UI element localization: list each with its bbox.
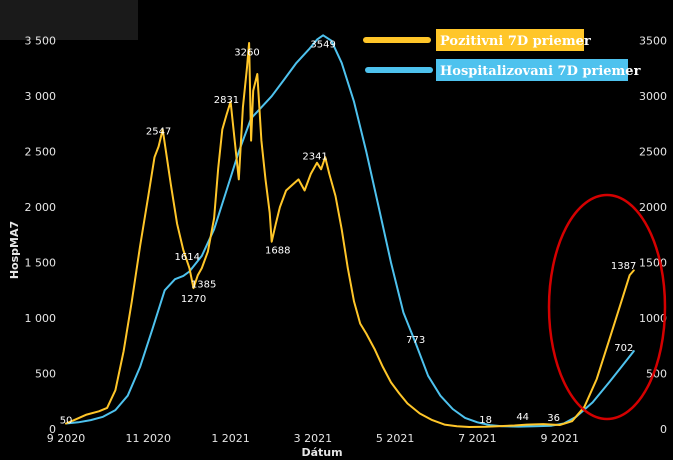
x-tick-label: 3 2021 xyxy=(294,432,333,445)
data-label: 2831 xyxy=(214,95,239,106)
x-axis-title: Dátum xyxy=(301,446,342,459)
series-line-hospitalized xyxy=(65,34,635,428)
right-tick-label: 2000 xyxy=(639,201,667,214)
x-tick-label: 1 2021 xyxy=(211,432,250,445)
data-labels: 50 2547 1614 1385 1270 2831 3260 1688 3549 2341 77… xyxy=(60,39,637,426)
left-tick-label: 2 500 xyxy=(25,146,57,159)
right-tick-label: 0 xyxy=(660,423,667,436)
top-left-panel xyxy=(0,0,138,40)
data-label: 50 xyxy=(60,415,73,426)
legend-box-positive xyxy=(436,29,584,51)
data-label: 1688 xyxy=(265,246,290,257)
data-label: 2341 xyxy=(302,151,327,162)
data-label: 1614 xyxy=(175,252,200,263)
x-tick-label: 11 2020 xyxy=(126,432,172,445)
data-label: 3549 xyxy=(310,39,335,50)
right-tick-label: 3500 xyxy=(639,35,667,48)
right-tick-label: 3000 xyxy=(639,90,667,103)
right-tick-label: 1500 xyxy=(639,257,667,270)
data-label: 1270 xyxy=(181,294,206,305)
x-tick-label: 5 2021 xyxy=(376,432,415,445)
left-tick-label: 1 000 xyxy=(25,312,57,325)
left-tick-label: 2 000 xyxy=(25,201,57,214)
x-tick-label: 9 2021 xyxy=(540,432,579,445)
data-label: 2547 xyxy=(146,126,171,137)
left-tick-label: 1 500 xyxy=(25,257,57,270)
series-line-positive xyxy=(65,42,635,428)
data-label: 1387 xyxy=(611,261,636,272)
left-tick-label: 0 xyxy=(49,423,56,436)
x-tick-label: 9 2020 xyxy=(47,432,86,445)
legend-label-hospitalized: Hospitalizovani 7D priemer xyxy=(440,64,641,79)
left-tick-label: 3 500 xyxy=(25,35,57,48)
data-label: 1385 xyxy=(191,279,216,290)
legend-box-hospitalized xyxy=(436,59,628,81)
y-axis-title: HospMA7 xyxy=(8,221,21,279)
data-label: 702 xyxy=(614,343,633,354)
x-tick-label: 7 2021 xyxy=(458,432,497,445)
left-tick-label: 500 xyxy=(35,368,56,381)
right-tick-label: 1000 xyxy=(639,312,667,325)
legend-label-positive: Pozitivni 7D priemer xyxy=(440,34,591,49)
series-layer xyxy=(65,34,635,428)
highlight-ellipse xyxy=(547,193,667,421)
data-label: 44 xyxy=(516,412,529,423)
data-label: 3260 xyxy=(234,47,259,58)
left-tick-label: 3 000 xyxy=(25,90,57,103)
right-tick-label: 2500 xyxy=(639,146,667,159)
data-label: 36 xyxy=(547,413,560,424)
data-label: 773 xyxy=(406,335,425,346)
left-axis-ticks: 0 500 1 000 1 500 2 000 2 500 3 000 3 500 xyxy=(25,35,57,436)
data-label: 18 xyxy=(479,415,492,426)
x-axis-ticks: 9 2020 11 2020 1 2021 3 2021 5 2021 7 2021 9 2… xyxy=(47,432,579,445)
legend: Pozitivni 7D priemer Hospitalizovani 7D … xyxy=(363,29,641,81)
